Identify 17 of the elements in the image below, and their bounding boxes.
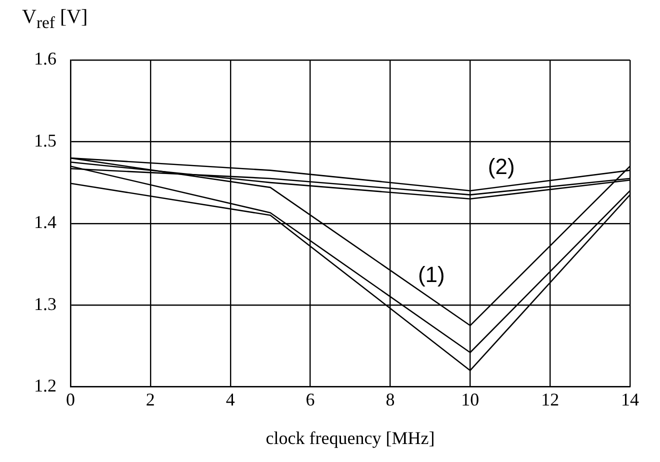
y-tick-label: 1.5 (34, 130, 56, 150)
x-tick-label: 4 (226, 389, 235, 410)
y-tick-label: 1.6 (34, 48, 56, 69)
x-tick-label: 14 (621, 389, 639, 410)
x-tick-label: 0 (66, 389, 75, 410)
y-axis-title: V$_{ref}$ [V] (22, 6, 88, 33)
x-tick-label: 8 (386, 389, 395, 410)
x-tick-label: 2 (146, 389, 155, 410)
x-tick-label: 6 (306, 389, 315, 410)
x-tick-label: 12 (541, 389, 560, 410)
annotation: (1) (418, 262, 445, 287)
y-tick-label: 1.3 (34, 294, 56, 314)
y-tick-label: 1.4 (34, 212, 56, 232)
y-tick-label: 1.2 (34, 376, 56, 396)
annotation: (2) (488, 154, 515, 179)
x-tick-label: 10 (461, 389, 480, 410)
x-axis-title: clock frequency [MHz] (266, 428, 435, 448)
